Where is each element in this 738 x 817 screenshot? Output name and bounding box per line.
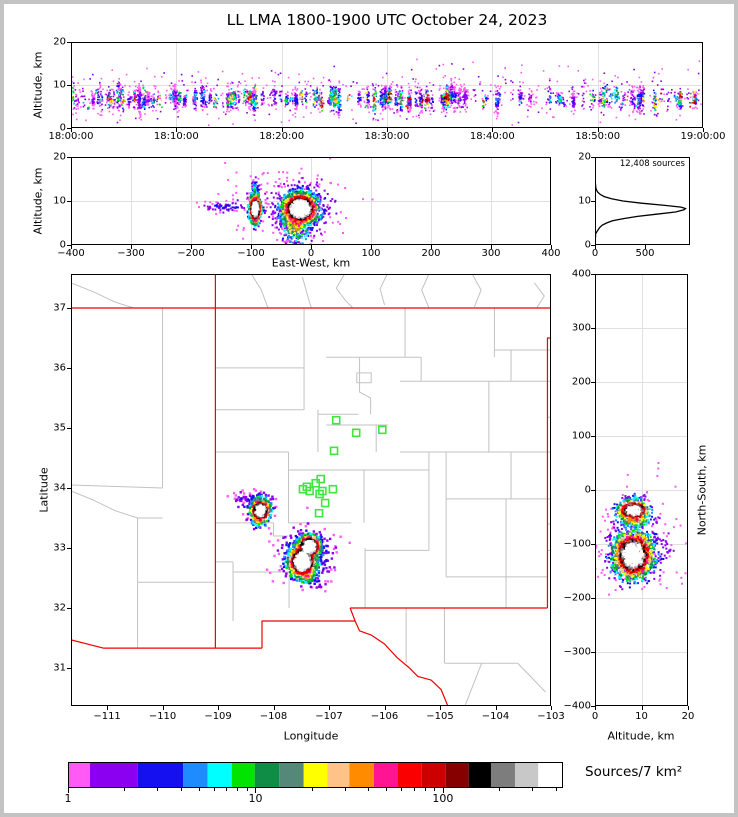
tick-label: 10 bbox=[578, 195, 591, 207]
tick-label: −103 bbox=[537, 711, 565, 722]
tick-label: −106 bbox=[370, 711, 399, 722]
tick-label: 18:00:00 bbox=[48, 131, 94, 142]
tick-label: 400 bbox=[541, 248, 561, 259]
tick-label: −200 bbox=[177, 248, 205, 259]
tick-label: −400 bbox=[563, 700, 591, 712]
tick-label: −105 bbox=[426, 711, 454, 722]
tick-label: 31 bbox=[53, 662, 66, 674]
p5-y-axis-label: North-South, km bbox=[695, 444, 709, 536]
tick-label: 0 bbox=[59, 122, 66, 134]
map-x-axis-label: Longitude bbox=[283, 729, 339, 743]
tick-label: 100 bbox=[571, 430, 591, 442]
tick-label: −300 bbox=[563, 646, 591, 658]
tick-label: −108 bbox=[259, 711, 288, 722]
tick-label: 18:30:00 bbox=[364, 131, 410, 142]
tick-label: 0 bbox=[591, 711, 599, 722]
colorbar-tick-label: 100 bbox=[432, 792, 454, 805]
p1-y-axis-label: Altitude, km bbox=[31, 51, 45, 119]
tick-label: 33 bbox=[53, 542, 66, 554]
tick-label: 37 bbox=[53, 302, 66, 314]
tick-label: −110 bbox=[148, 711, 177, 722]
tick-label: 32 bbox=[53, 602, 66, 614]
tick-label: 20 bbox=[53, 36, 66, 48]
tick-label: 0 bbox=[59, 239, 66, 251]
tick-label: 35 bbox=[53, 422, 66, 434]
histogram-source-count: 12,408 sources bbox=[619, 159, 685, 169]
tick-label: 10 bbox=[53, 195, 66, 207]
tick-label: 20 bbox=[53, 151, 66, 163]
tick-label: 400 bbox=[571, 268, 591, 280]
tick-label: 10 bbox=[635, 711, 648, 722]
colorbar-tick-label: 1 bbox=[64, 792, 72, 805]
tick-label: −111 bbox=[93, 711, 121, 722]
tick-label: 200 bbox=[571, 376, 591, 388]
tick-label: 300 bbox=[571, 322, 591, 334]
tick-label: 36 bbox=[53, 362, 66, 374]
tick-label: −100 bbox=[237, 248, 265, 259]
tick-label: 20 bbox=[578, 151, 591, 163]
tick-label: 0 bbox=[591, 248, 599, 259]
colorbar-label: Sources/7 km² bbox=[585, 764, 683, 780]
p5-x-axis-label: Altitude, km bbox=[607, 729, 675, 743]
tick-label: 19:00:00 bbox=[680, 131, 726, 142]
tick-label: −200 bbox=[563, 592, 591, 604]
tick-label: −104 bbox=[481, 711, 510, 722]
tick-label: −109 bbox=[204, 711, 232, 722]
tick-label: 20 bbox=[681, 711, 695, 722]
tick-label: −300 bbox=[117, 248, 145, 259]
tick-label: 34 bbox=[53, 482, 66, 494]
tick-label: 18:40:00 bbox=[469, 131, 515, 142]
tick-label: 100 bbox=[361, 248, 381, 259]
tick-label: 300 bbox=[481, 248, 501, 259]
tick-label: −100 bbox=[563, 538, 591, 550]
tick-label: 0 bbox=[584, 239, 591, 251]
colorbar-tick-label: 10 bbox=[248, 792, 263, 805]
tick-label: 10 bbox=[53, 79, 66, 91]
tick-label: 18:10:00 bbox=[153, 131, 199, 142]
tick-label: 0 bbox=[307, 248, 315, 259]
tick-label: 18:20:00 bbox=[259, 131, 305, 142]
tick-label: 0 bbox=[584, 484, 591, 496]
chart-title: LL LMA 1800-1900 UTC October 24, 2023 bbox=[226, 11, 548, 29]
tick-label: 500 bbox=[635, 248, 655, 259]
tick-label: 18:50:00 bbox=[575, 131, 621, 142]
p2-y-axis-label: Altitude, km bbox=[31, 167, 45, 235]
tick-label: 200 bbox=[421, 248, 441, 259]
tick-label: −400 bbox=[57, 248, 85, 259]
p2-x-axis-label: East-West, km bbox=[271, 256, 351, 270]
tick-label: −107 bbox=[315, 711, 343, 722]
map-y-axis-label: Latitude bbox=[37, 467, 51, 513]
